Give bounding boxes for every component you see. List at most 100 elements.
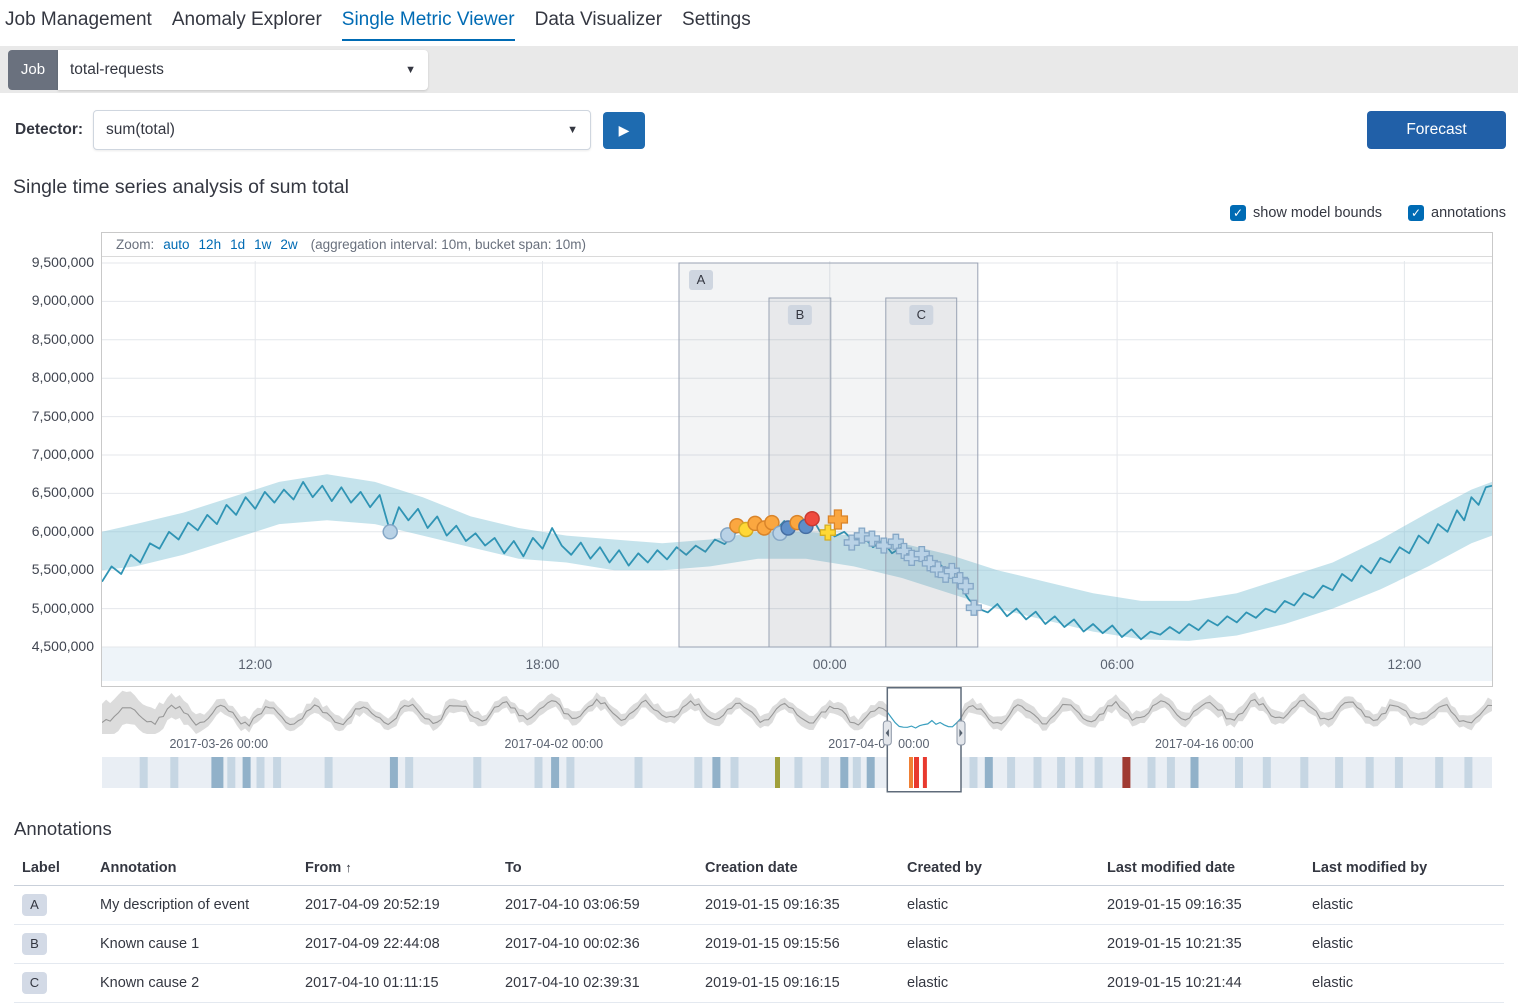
annotation-created-by: elastic (899, 924, 1099, 964)
tab-single-metric-viewer[interactable]: Single Metric Viewer (341, 9, 515, 41)
annotation-to: 2017-04-10 02:39:31 (497, 963, 697, 1003)
svg-text:12:00: 12:00 (1388, 657, 1422, 672)
top-nav: Job Management Anomaly Explorer Single M… (0, 0, 1518, 41)
aggregation-interval-text: (aggregation interval: 10m, bucket span:… (310, 237, 587, 252)
svg-text:2017-04-02 00:00: 2017-04-02 00:00 (504, 737, 603, 751)
annotation-label-badge: A (22, 894, 47, 916)
annotation-modified-by: elastic (1304, 924, 1504, 964)
chart-title: Single time series analysis of sum total (13, 176, 349, 198)
y-axis-tick: 9,500,000 (31, 254, 94, 270)
annotation-modified-by: elastic (1304, 885, 1504, 925)
y-axis-tick: 7,000,000 (31, 446, 94, 462)
y-axis-tick: 8,000,000 (31, 369, 94, 386)
svg-text:00:00: 00:00 (898, 737, 929, 751)
y-axis-tick: 6,000,000 (31, 522, 94, 539)
y-axis-labels: 9,500,000 9,000,000 8,500,000 8,000,000 7,50… (0, 232, 94, 682)
annotation-created: 2019-01-15 09:16:15 (697, 963, 899, 1003)
detector-row: Detector: sum(total) ▼ ▶ Forecast (15, 110, 1506, 150)
zoom-label: Zoom: (116, 237, 155, 252)
play-button[interactable]: ▶ (603, 111, 646, 149)
col-label[interactable]: Label (14, 851, 92, 886)
svg-text:06:00: 06:00 (1100, 657, 1134, 672)
timeseries-chart-area: 9,500,000 9,000,000 8,500,000 8,000,000 7,50… (0, 232, 1518, 804)
tab-anomaly-explorer[interactable]: Anomaly Explorer (171, 9, 322, 30)
show-model-bounds-label: show model bounds (1253, 205, 1383, 221)
main-chart[interactable]: 12:00 18:00 00:00 06:00 12:00 A B C (101, 257, 1493, 681)
annotations-toggle[interactable]: ✓ annotations (1408, 205, 1506, 221)
checkbox-checked-icon[interactable]: ✓ (1408, 205, 1425, 221)
show-model-bounds-toggle[interactable]: ✓ show model bounds (1230, 205, 1382, 221)
chevron-down-icon: ▼ (567, 124, 579, 136)
job-label-badge: Job (8, 49, 58, 90)
svg-text:00:00: 00:00 (813, 657, 847, 672)
annotation-created-by: elastic (899, 885, 1099, 925)
play-icon: ▶ (618, 121, 630, 138)
y-axis-tick: 9,000,000 (31, 292, 94, 309)
svg-text:A: A (697, 272, 706, 287)
zoom-controls: Zoom: auto 12h 1d 1w 2w (aggregation int… (102, 233, 1492, 257)
checkbox-checked-icon[interactable]: ✓ (1230, 205, 1247, 221)
col-created-by[interactable]: Created by (899, 851, 1099, 886)
col-last-modified-date[interactable]: Last modified date (1099, 851, 1304, 886)
zoom-1d-link[interactable]: 1d (230, 237, 246, 252)
context-chart-with-brush[interactable]: 2017-03-26 00:00 2017-04-02 00:00 2017-04-… (102, 687, 1492, 799)
table-row[interactable]: C Known cause 2 2017-04-10 01:11:15 2017… (14, 963, 1504, 1003)
annotations-label: annotations (1431, 205, 1506, 221)
main-chart-frame: Zoom: auto 12h 1d 1w 2w (aggregation int… (101, 232, 1493, 687)
annotation-label-badge: C (22, 972, 47, 994)
col-from[interactable]: From ↑ (297, 851, 497, 886)
col-annotation[interactable]: Annotation (92, 851, 297, 886)
svg-text:18:00: 18:00 (526, 657, 560, 672)
tab-data-visualizer[interactable]: Data Visualizer (534, 9, 663, 30)
y-axis-tick: 4,500,000 (31, 638, 94, 654)
col-to[interactable]: To (497, 851, 697, 886)
y-axis-tick: 7,500,000 (31, 407, 94, 424)
chart-toggles: ✓ show model bounds ✓ annotations (0, 202, 1506, 224)
job-select[interactable]: total-requests ▼ (58, 49, 428, 90)
svg-text:B: B (796, 307, 805, 322)
detector-select-value: sum(total) (106, 121, 175, 138)
annotation-from: 2017-04-09 22:44:08 (297, 924, 497, 964)
annotations-heading: Annotations (14, 818, 112, 839)
annotation-created-by: elastic (899, 963, 1099, 1003)
sort-ascending-icon: ↑ (345, 860, 352, 875)
col-last-modified-by[interactable]: Last modified by (1304, 851, 1504, 886)
zoom-1w-link[interactable]: 1w (254, 237, 272, 252)
annotation-to: 2017-04-10 00:02:36 (497, 924, 697, 964)
forecast-button[interactable]: Forecast (1367, 111, 1506, 149)
annotation-from: 2017-04-10 01:11:15 (297, 963, 497, 1003)
job-select-value: total-requests (70, 60, 164, 78)
annotation-text: Known cause 2 (92, 963, 297, 1003)
tab-job-management[interactable]: Job Management (5, 9, 152, 30)
svg-text:12:00: 12:00 (238, 657, 272, 672)
zoom-12h-link[interactable]: 12h (198, 237, 222, 252)
annotation-modified-by: elastic (1304, 963, 1504, 1003)
annotations-table: Label Annotation From ↑ To Creation date … (14, 851, 1504, 1003)
y-axis-tick: 5,500,000 (31, 561, 94, 578)
detector-select[interactable]: sum(total) ▼ (93, 110, 592, 150)
svg-text:2017-04-16 00:00: 2017-04-16 00:00 (1155, 737, 1254, 751)
table-row[interactable]: A My description of event 2017-04-09 20:… (14, 885, 1504, 925)
annotation-label-badge: B (22, 933, 47, 955)
annotation-modified: 2019-01-15 10:21:44 (1099, 963, 1304, 1003)
svg-text:2017-03-26 00:00: 2017-03-26 00:00 (169, 737, 268, 751)
zoom-2w-link[interactable]: 2w (280, 237, 298, 252)
annotation-from: 2017-04-09 20:52:19 (297, 885, 497, 925)
y-axis-tick: 8,500,000 (31, 330, 94, 347)
annotation-text: Known cause 1 (92, 924, 297, 964)
y-axis-tick: 6,500,000 (31, 484, 94, 501)
tab-settings[interactable]: Settings (682, 9, 751, 30)
annotation-created: 2019-01-15 09:16:35 (697, 885, 899, 925)
job-selector-bar: Job total-requests ▼ (0, 46, 1518, 93)
detector-label: Detector: (15, 121, 84, 138)
svg-text:C: C (917, 307, 926, 322)
annotation-modified: 2019-01-15 10:21:35 (1099, 924, 1304, 964)
y-axis-tick: 5,000,000 (31, 599, 94, 616)
table-row[interactable]: B Known cause 1 2017-04-09 22:44:08 2017… (14, 924, 1504, 964)
annotation-created: 2019-01-15 09:15:56 (697, 924, 899, 964)
table-header-row: Label Annotation From ↑ To Creation date … (14, 851, 1504, 886)
zoom-auto-link[interactable]: auto (163, 237, 190, 252)
col-creation-date[interactable]: Creation date (697, 851, 899, 886)
annotation-modified: 2019-01-15 09:16:35 (1099, 885, 1304, 925)
annotation-to: 2017-04-10 03:06:59 (497, 885, 697, 925)
